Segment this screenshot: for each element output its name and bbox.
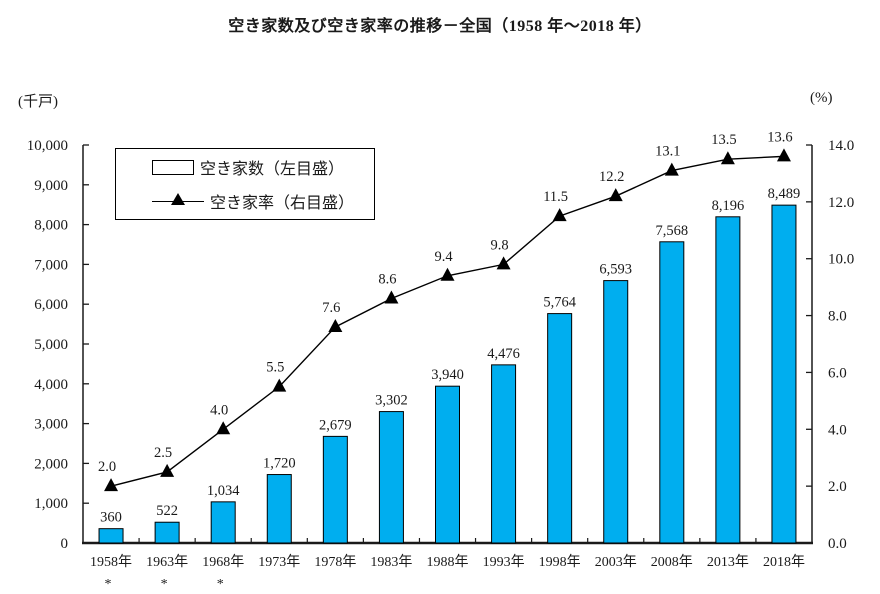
footnote-asterisk: * [217, 577, 224, 592]
bar-value-label: 8,489 [768, 186, 801, 202]
line-marker-icon [152, 192, 204, 205]
left-axis-tick-label: 2,000 [34, 456, 68, 472]
left-axis-tick-label: 7,000 [34, 257, 68, 273]
year-label: 1973年 [258, 554, 300, 570]
rate-marker-triangle [776, 148, 791, 162]
left-axis-tick-label: 10,000 [27, 138, 68, 154]
right-axis-tick-label: 4.0 [828, 422, 847, 438]
year-label: 1988年 [427, 554, 469, 570]
bar-value-label: 1,034 [207, 483, 240, 499]
rate-marker-triangle [664, 162, 679, 176]
year-label: 1978年 [314, 554, 356, 570]
legend-item-vacant-count: 空き家数（左目盛） [152, 155, 374, 179]
rate-marker-triangle [104, 478, 119, 492]
right-axis-unit: (%) [810, 90, 833, 106]
bar [491, 364, 517, 544]
rate-marker-triangle [608, 188, 623, 202]
bar-swatch-icon [152, 159, 194, 175]
bar-value-label: 360 [100, 510, 122, 526]
bar [98, 528, 124, 544]
left-axis-tick-label: 6,000 [34, 297, 68, 313]
bar [154, 521, 180, 544]
left-axis-unit: (千戸) [18, 94, 58, 110]
bar [771, 204, 797, 544]
bar [715, 216, 741, 544]
rate-value-label: 13.6 [767, 129, 792, 145]
bar-value-label: 8,196 [712, 198, 745, 214]
year-label: 1993年 [483, 554, 525, 570]
left-axis-tick-label: 1,000 [34, 496, 68, 512]
right-axis-tick-label: 6.0 [828, 365, 847, 381]
rate-value-label: 13.5 [711, 132, 736, 148]
bar-value-label: 7,568 [655, 223, 688, 239]
rate-value-label: 13.1 [655, 144, 680, 160]
bar-value-label: 3,940 [431, 367, 464, 383]
right-axis-tick-label: 0.0 [828, 536, 847, 552]
left-axis-tick-label: 4,000 [34, 377, 68, 393]
rate-marker-triangle [552, 208, 567, 222]
footnote-asterisk: * [105, 577, 112, 592]
bar-value-label: 4,476 [487, 346, 520, 362]
rate-value-label: 4.0 [210, 402, 228, 418]
rate-value-label: 8.6 [378, 272, 396, 288]
left-axis-tick-label: 5,000 [34, 337, 68, 353]
right-axis-tick-label: 8.0 [828, 309, 847, 325]
rate-marker-triangle [720, 151, 735, 165]
rate-value-label: 2.0 [98, 459, 116, 475]
bar [435, 385, 460, 544]
rate-value-label: 12.2 [599, 169, 624, 185]
bar-value-label: 5,764 [543, 295, 576, 311]
right-axis-tick-label: 10.0 [828, 252, 854, 268]
year-label: 2018年 [763, 554, 805, 570]
bar-value-label: 6,593 [599, 262, 632, 278]
year-label: 1983年 [370, 554, 412, 570]
year-label: 1963年 [146, 554, 188, 570]
rate-value-label: 9.8 [491, 237, 509, 253]
rate-value-label: 2.5 [154, 445, 172, 461]
rate-marker-triangle [272, 378, 287, 392]
rate-marker-triangle [496, 256, 511, 270]
bar-value-label: 1,720 [263, 456, 296, 472]
footnote-asterisk: * [161, 577, 168, 592]
bar-value-label: 2,679 [319, 417, 352, 433]
year-label: 1958年 [90, 554, 132, 570]
rate-value-label: 5.5 [266, 360, 284, 376]
rate-marker-triangle [440, 267, 455, 281]
bar [547, 313, 573, 544]
bar [603, 280, 629, 544]
rate-value-label: 11.5 [543, 189, 568, 205]
year-label: 2008年 [651, 554, 693, 570]
bar-value-label: 522 [156, 503, 178, 519]
year-label: 1968年 [202, 554, 244, 570]
rate-value-label: 9.4 [434, 249, 453, 265]
legend-item-vacant-rate: 空き家率（右目盛） [152, 189, 374, 213]
legend-label-vacant-rate: 空き家率（右目盛） [210, 195, 355, 212]
rate-marker-triangle [216, 421, 231, 435]
rate-marker-triangle [328, 318, 343, 332]
year-label: 1998年 [539, 554, 581, 570]
year-label: 2013年 [707, 554, 749, 570]
left-axis-tick-label: 0 [61, 536, 69, 552]
bar [266, 474, 292, 544]
right-axis-tick-label: 2.0 [828, 479, 847, 495]
left-axis-tick-label: 3,000 [34, 417, 68, 433]
bar [378, 411, 404, 544]
right-axis-tick-label: 12.0 [828, 195, 854, 211]
rate-value-label: 7.6 [322, 300, 340, 316]
bar-value-label: 3,302 [375, 393, 408, 409]
rate-marker-triangle [160, 463, 175, 477]
year-label: 2003年 [595, 554, 637, 570]
left-axis-tick-label: 9,000 [34, 178, 68, 194]
left-axis-tick-label: 8,000 [34, 218, 68, 234]
bar [210, 501, 236, 544]
legend: 空き家数（左目盛） 空き家率（右目盛） [115, 148, 375, 220]
rate-marker-triangle [384, 290, 399, 304]
right-axis-tick-label: 14.0 [828, 138, 854, 154]
chart-title: 空き家数及び空き家率の推移－全国（1958 年～2018 年） [228, 18, 652, 35]
bar [322, 435, 348, 544]
legend-label-vacant-count: 空き家数（左目盛） [200, 161, 345, 178]
bar [659, 241, 685, 544]
